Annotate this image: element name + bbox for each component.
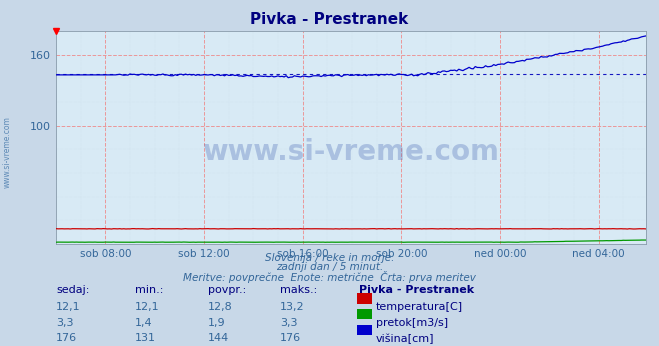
Text: Slovenija / reke in morje.: Slovenija / reke in morje. [265, 253, 394, 263]
Text: povpr.:: povpr.: [208, 285, 246, 295]
Text: Meritve: povprečne  Enote: metrične  Črta: prva meritev: Meritve: povprečne Enote: metrične Črta:… [183, 271, 476, 283]
Text: 1,4: 1,4 [135, 318, 153, 328]
Text: 12,8: 12,8 [208, 302, 233, 312]
Text: 131: 131 [135, 333, 156, 343]
Text: 13,2: 13,2 [280, 302, 304, 312]
Text: Pivka - Prestranek: Pivka - Prestranek [250, 12, 409, 27]
Text: sedaj:: sedaj: [56, 285, 90, 295]
Text: Pivka - Prestranek: Pivka - Prestranek [359, 285, 474, 295]
Text: pretok[m3/s]: pretok[m3/s] [376, 318, 447, 328]
Text: min.:: min.: [135, 285, 163, 295]
Text: 1,9: 1,9 [208, 318, 225, 328]
Text: 176: 176 [56, 333, 77, 343]
Text: zadnji dan / 5 minut.: zadnji dan / 5 minut. [276, 262, 383, 272]
Text: 3,3: 3,3 [56, 318, 74, 328]
Text: maks.:: maks.: [280, 285, 318, 295]
Text: 144: 144 [208, 333, 229, 343]
Text: višina[cm]: višina[cm] [376, 333, 434, 344]
Text: www.si-vreme.com: www.si-vreme.com [3, 116, 12, 188]
Text: 3,3: 3,3 [280, 318, 298, 328]
Text: temperatura[C]: temperatura[C] [376, 302, 463, 312]
Text: 176: 176 [280, 333, 301, 343]
Text: 12,1: 12,1 [135, 302, 159, 312]
Text: www.si-vreme.com: www.si-vreme.com [202, 138, 500, 166]
Text: 12,1: 12,1 [56, 302, 80, 312]
